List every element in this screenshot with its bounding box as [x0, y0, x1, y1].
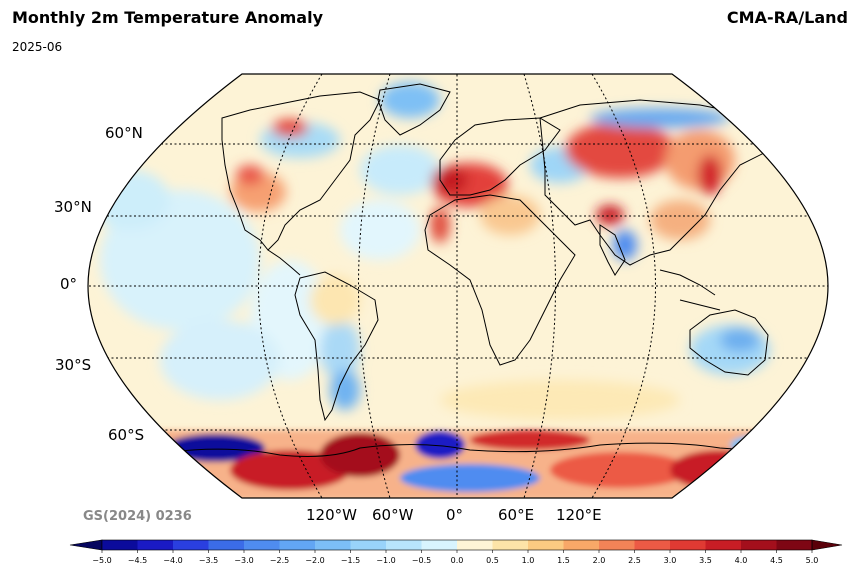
lon-label-60e: 60°E	[498, 506, 534, 524]
colorbar-segment	[315, 540, 351, 550]
colorbar-segment	[208, 540, 245, 550]
colorbar-extend-high	[811, 539, 843, 551]
map-title: Monthly 2m Temperature Anomaly	[12, 8, 324, 27]
colorbar-tick-label: 3.0	[664, 556, 677, 565]
lon-label-120w: 120°W	[306, 506, 357, 524]
colorbar-segment	[705, 540, 742, 550]
colorbar-segment	[386, 540, 422, 550]
colorbar-segment	[102, 540, 138, 550]
colorbar-segment	[634, 540, 671, 550]
colorbar-segment	[492, 540, 529, 550]
colorbar-segment	[457, 540, 493, 550]
colorbar-tick-label: −0.5	[412, 556, 431, 565]
lon-label-0: 0°	[446, 506, 463, 524]
dataset-source: CMA-RA/Land	[726, 8, 848, 27]
colorbar-tick-label: −4.0	[163, 556, 182, 565]
lon-label-60w: 60°W	[372, 506, 414, 524]
colorbar-tick-label: 0.5	[486, 556, 499, 565]
colorbar-tick-label: 2.0	[593, 556, 606, 565]
colorbar-segment	[350, 540, 387, 550]
colorbar-tick-label: 3.5	[699, 556, 712, 565]
colorbar-segment	[741, 540, 777, 550]
lat-label-equator: 0°	[60, 275, 77, 293]
colorbar-segment	[421, 540, 458, 550]
anomaly-field	[88, 74, 828, 498]
colorbar-tick-label: −1.0	[376, 556, 395, 565]
colorbar-segment	[563, 540, 600, 550]
graticule	[88, 74, 828, 498]
lat-label-60n: 60°N	[105, 124, 143, 142]
lon-label-120e: 120°E	[556, 506, 602, 524]
colorbar-extend-low	[69, 539, 103, 551]
colorbar-tick-label: 4.0	[735, 556, 748, 565]
colorbar-segment	[599, 540, 635, 550]
coastlines	[169, 83, 807, 457]
colorbar-segment	[776, 540, 813, 550]
colorbar-tick-label: 2.5	[628, 556, 641, 565]
colorbar-segment	[670, 540, 706, 550]
colorbar-tick-label: −2.5	[270, 556, 289, 565]
colorbar-tick-label: 4.5	[770, 556, 783, 565]
colorbar-tick-label: −4.5	[128, 556, 147, 565]
colorbar-tick-label: −2.0	[305, 556, 324, 565]
colorbar-segment	[173, 540, 209, 550]
colorbar-segment	[244, 540, 280, 550]
colorbar-tick-label: −5.0	[92, 556, 111, 565]
colorbar-segment	[137, 540, 174, 550]
globe-outline	[87, 73, 829, 499]
colorbar-segment	[528, 540, 564, 550]
colorbar: −5.0 −4.5 −4.0 −3.5 −3.0 −2.5 −2.0 −1.5 −1.0 −0.5…	[69, 539, 843, 565]
colorbar-tick-label: −3.5	[199, 556, 218, 565]
lat-label-30n: 30°N	[54, 198, 92, 216]
colorbar-tick-label: −1.5	[341, 556, 360, 565]
colorbar-tick-label: 1.5	[557, 556, 570, 565]
colorbar-tick-label: 5.0	[806, 556, 819, 565]
colorbar-tick-label: 0.0	[451, 556, 464, 565]
lat-label-30s: 30°S	[55, 356, 91, 374]
map-review-number: GS(2024) 0236	[83, 509, 192, 524]
colorbar-segment	[279, 540, 316, 550]
colorbar-tick-label: −3.0	[234, 556, 253, 565]
colorbar-tick-label: 1.0	[522, 556, 535, 565]
map-date: 2025-06	[12, 40, 63, 54]
lat-label-60s: 60°S	[108, 426, 144, 444]
